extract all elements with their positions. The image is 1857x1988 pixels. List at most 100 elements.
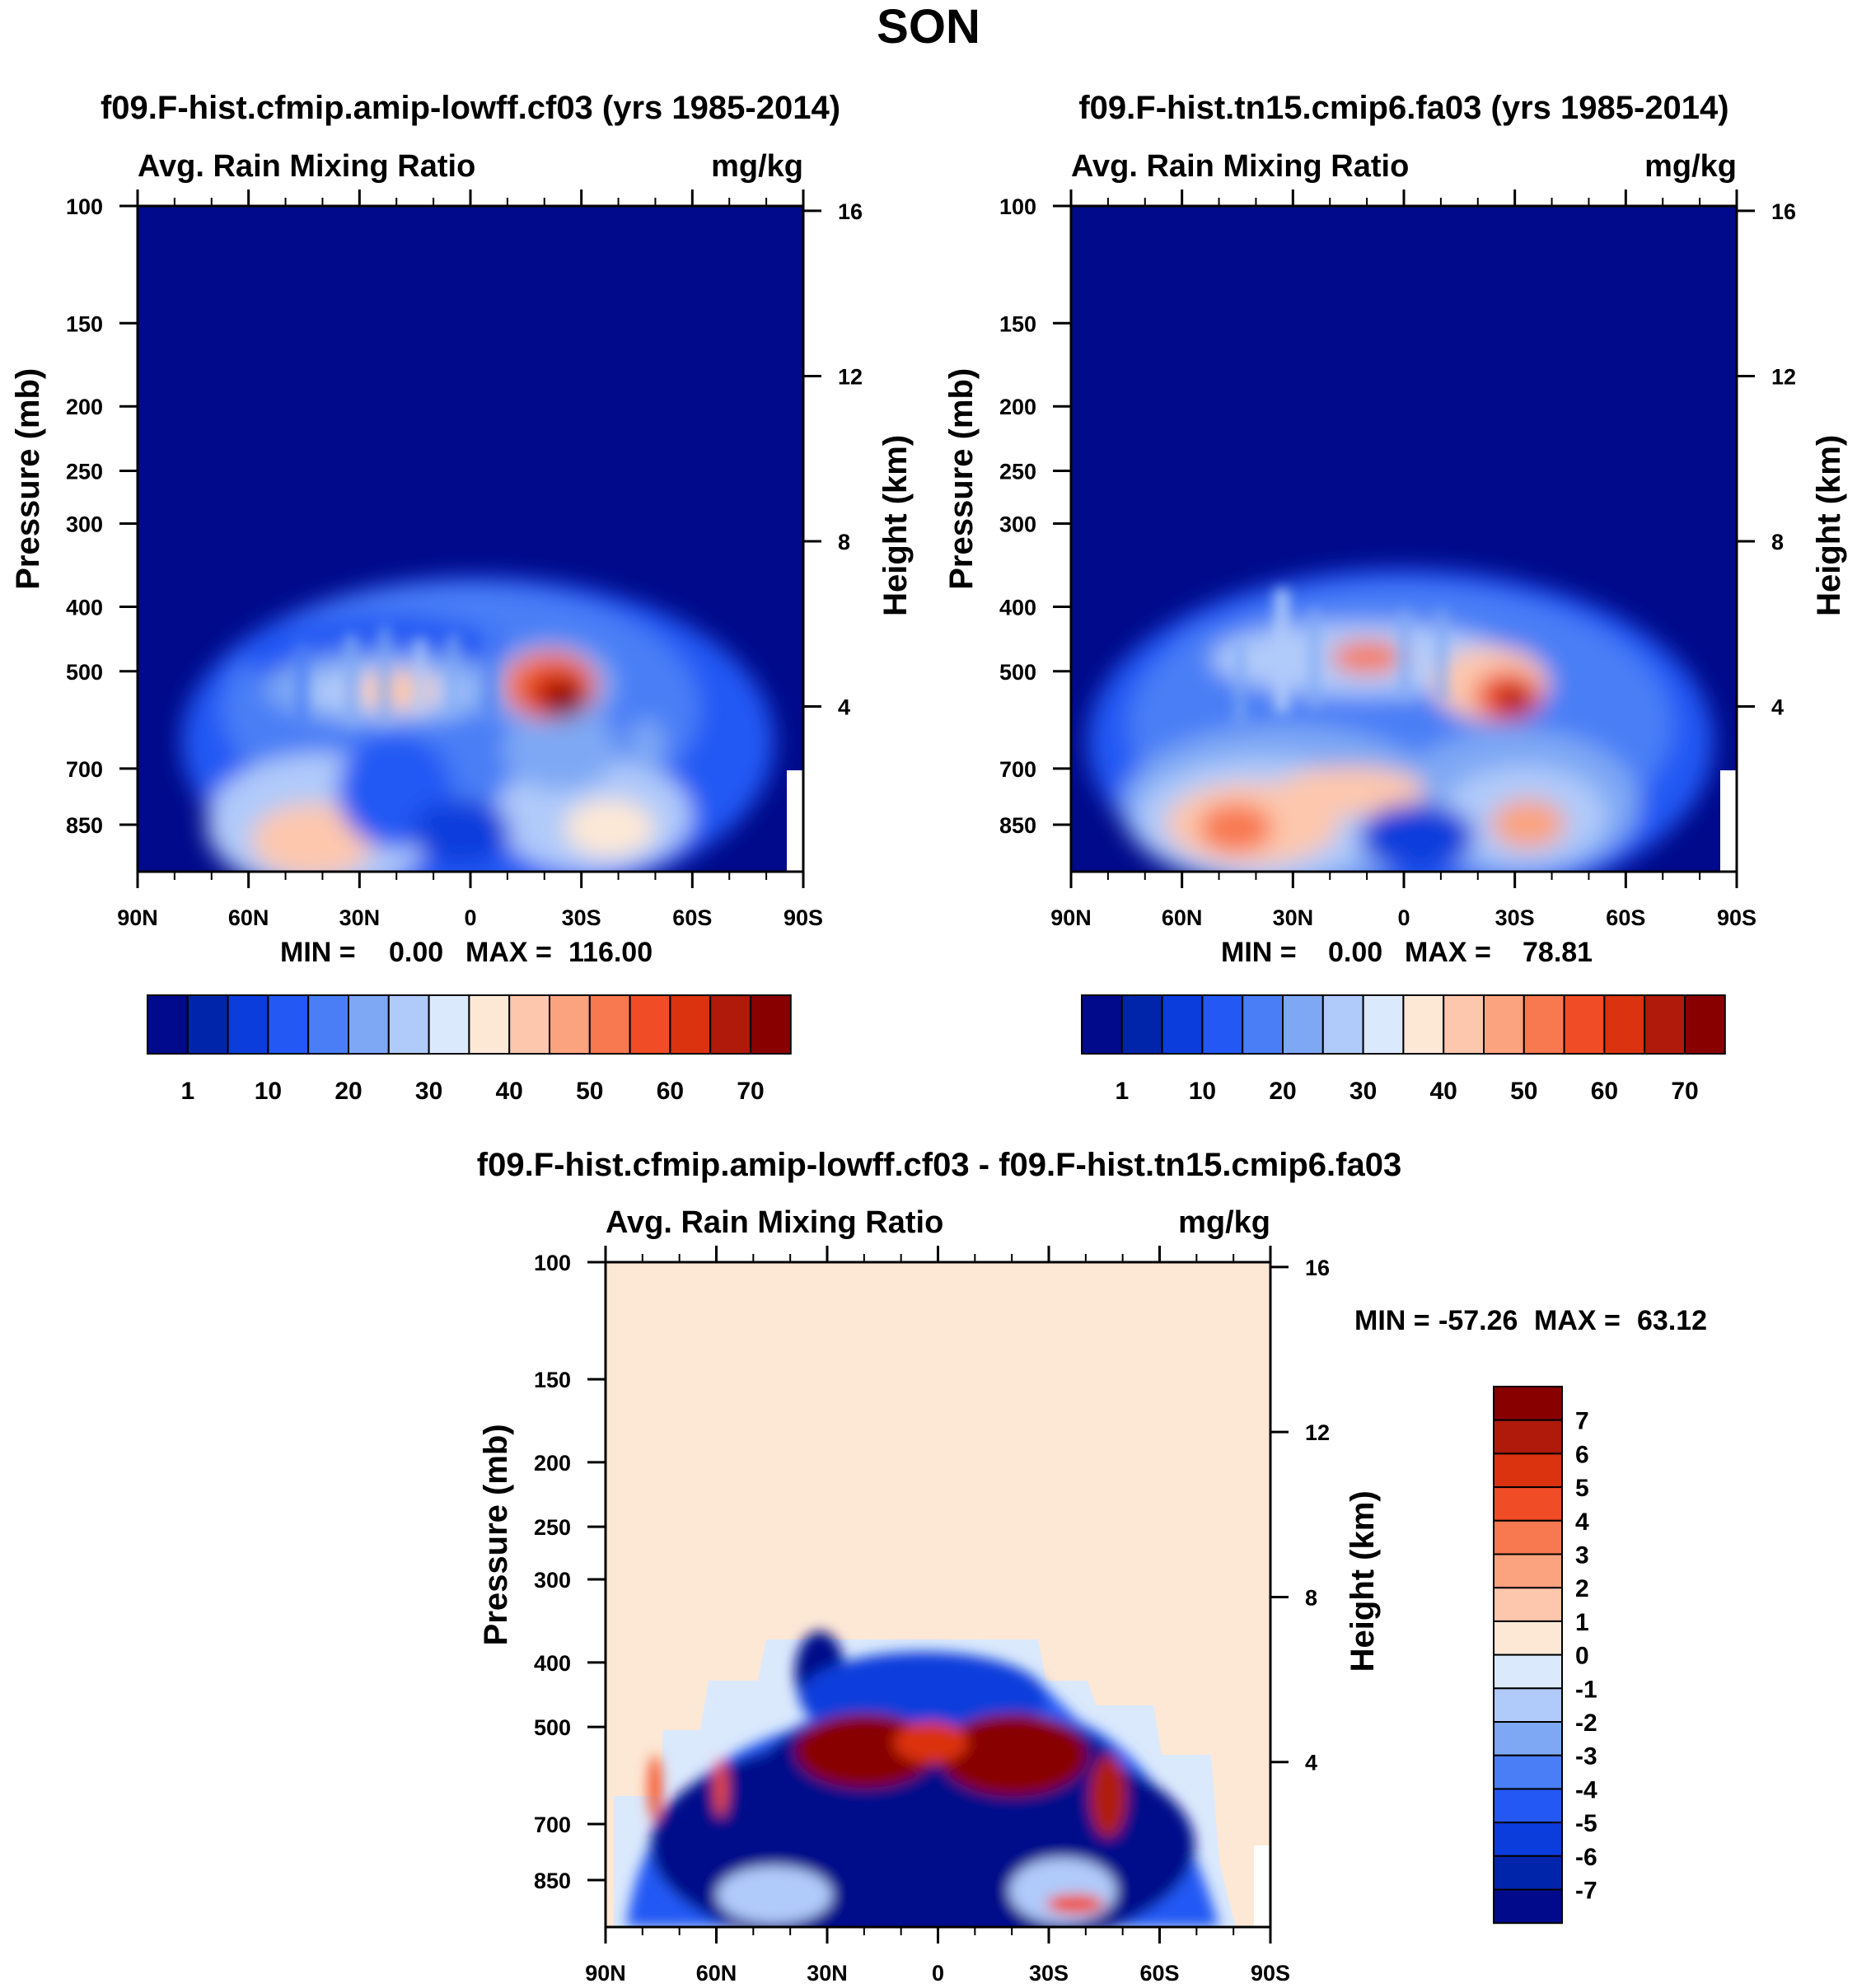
panel-2-ylabel: Pressure (mb)	[943, 368, 980, 590]
panel-1-colorbar-label: 70	[737, 1078, 764, 1105]
panel-2-colorbar-label: 20	[1269, 1078, 1296, 1105]
panel-2-blob	[1277, 766, 1425, 816]
panel-2-ytick-label: 150	[999, 311, 1036, 336]
panel-1-streak	[416, 638, 424, 713]
panel-1-y2label: Height (km)	[877, 435, 914, 616]
panel-3-xtick-label: 60N	[696, 1961, 737, 1986]
figure-title: SON	[877, 0, 980, 54]
panel-1-colorbar-box	[348, 994, 390, 1055]
panel-3-ytick-label: 850	[534, 1869, 571, 1893]
panel-2-colorbar-label: 10	[1189, 1078, 1216, 1105]
panel-1-xtick-label: 60N	[228, 905, 269, 930]
panel-1-blob	[251, 803, 375, 872]
panel-2-colorbar-box	[1523, 994, 1565, 1055]
panel-3-ytick-label: 400	[534, 1651, 571, 1676]
panel-3-xtick-label: 60S	[1139, 1961, 1179, 1986]
panel-2-colorbar-box	[1644, 994, 1686, 1055]
panel-3-colorbar-box	[1493, 1855, 1563, 1891]
panel-3-max-value: 63.12	[1637, 1305, 1707, 1336]
panel-2-units: mg/kg	[1644, 149, 1737, 184]
panel-1-blob	[412, 799, 511, 865]
panel-1-min-label: MIN =	[280, 937, 356, 968]
panel-3-ytick-label: 200	[534, 1451, 571, 1476]
panel-2-colorbar-box	[1201, 994, 1244, 1055]
panel-1-colorbar-box	[549, 994, 591, 1055]
panel-1-colorbar-box	[387, 994, 430, 1055]
panel-3-pos-low	[1046, 1894, 1104, 1914]
panel-2-streak	[1275, 589, 1289, 713]
panel-1-colorbar-box	[428, 994, 470, 1055]
panel-2-xtick-label: 60S	[1606, 905, 1645, 930]
panel-2-blob	[1359, 803, 1475, 869]
panel-1-colorbar-label: 60	[657, 1078, 684, 1105]
panel-1-colorbar-box	[709, 994, 752, 1055]
panel-3-pos-streak	[648, 1755, 662, 1821]
panel-1-colorbar-box	[750, 994, 792, 1055]
panel-3-ytick-label: 250	[534, 1515, 571, 1540]
panel-2-colorbar-box	[1282, 994, 1324, 1055]
panel-3-min-value: -57.26	[1438, 1305, 1518, 1336]
panel-2-blob	[1498, 685, 1531, 715]
panel-2-colorbar-box	[1483, 994, 1525, 1055]
panel-2-y2tick-label: 4	[1771, 695, 1784, 719]
panel-3-colorbar-label: -3	[1575, 1743, 1597, 1770]
panel-3-colorbar-box	[1493, 1888, 1563, 1925]
panel-3-colorbar-label: 4	[1575, 1509, 1589, 1536]
panel-3-y2label: Height (km)	[1345, 1490, 1381, 1672]
panel-2-min-value: 0.00	[1328, 937, 1382, 968]
panel-3-pos-streak	[714, 1759, 727, 1817]
panel-3-y2tick-label: 4	[1305, 1751, 1317, 1775]
panel-1-colorbar-box	[227, 994, 269, 1055]
panel-3-colorbar-box	[1493, 1553, 1563, 1589]
panel-2-ytick-label: 300	[999, 512, 1036, 537]
panel-3-colorbar-label: -6	[1575, 1844, 1597, 1871]
panel-3-colorbar-box	[1493, 1822, 1563, 1857]
panel-2-left-subtitle: Avg. Rain Mixing Ratio	[1071, 149, 1409, 184]
panel-3-title: f09.F-hist.cfmip.amip-lowff.cf03 - f09.F…	[477, 1147, 1401, 1183]
panel-3-xtick-label: 30N	[807, 1961, 848, 1986]
panel-2-max-value: 78.81	[1523, 937, 1593, 968]
panel-1-colorbar-box	[186, 994, 229, 1055]
panel-3: f09.F-hist.cfmip.amip-lowff.cf03 - f09.F…	[477, 1147, 1707, 1986]
panel-2-ytick-label: 700	[999, 757, 1036, 782]
panel-1-streak	[449, 634, 457, 717]
panel-3-xtick-label: 90S	[1251, 1961, 1290, 1986]
panel-1-blob	[544, 682, 585, 718]
panel-3-colorbar-label: -2	[1575, 1710, 1597, 1737]
panel-1-colorbar-box	[147, 994, 189, 1055]
panel-2-ytick-label: 250	[999, 460, 1036, 484]
panel-1-xtick-label: 0	[464, 905, 476, 930]
panel-1-ytick-label: 100	[66, 194, 103, 219]
panel-2-xtick-label: 90N	[1050, 905, 1092, 930]
panel-1-streak	[486, 626, 494, 717]
panel-1-colorbar-label: 30	[415, 1078, 442, 1105]
panel-2-y2tick-label: 8	[1771, 530, 1784, 554]
panel-3-colorbar-box	[1493, 1788, 1563, 1824]
panel-1: f09.F-hist.cfmip.amip-lowff.cf03 (yrs 19…	[10, 90, 914, 1105]
panel-2-colorbar-label: 40	[1430, 1078, 1457, 1105]
panel-3-colorbar-box	[1493, 1687, 1563, 1724]
panel-1-ytick-label: 300	[66, 512, 103, 537]
panel-3-colorbar-label: 7	[1575, 1408, 1589, 1435]
panel-1-blob	[503, 709, 618, 791]
panel-3-y2tick-label: 8	[1305, 1585, 1317, 1610]
panel-1-colorbar-box	[468, 994, 511, 1055]
panel-1-max-label: MAX =	[465, 937, 552, 968]
panel-1-colorbar-box	[508, 994, 551, 1055]
panel-3-ytick-label: 150	[534, 1368, 571, 1392]
panel-3-ylabel: Pressure (mb)	[478, 1424, 514, 1645]
panel-3-max-label: MAX =	[1534, 1305, 1621, 1336]
panel-1-missing	[787, 770, 803, 872]
panel-3-axes: 90N 60N 30N 0 30S 60S 90S 100 150 200 250 300 400 500…	[478, 1246, 1381, 1986]
panel-1-xtick-label: 60S	[672, 905, 712, 930]
panel-3-colorbar-label: 6	[1575, 1441, 1589, 1468]
panel-3-colorbar: 7 6 5 4 3 2 1 0 -1 -2 -3 -4 -5 -6 -7	[1493, 1386, 1597, 1925]
panel-3-colorbar-label: 2	[1575, 1575, 1589, 1602]
panel-3-y2tick-label: 16	[1305, 1256, 1330, 1280]
panel-1-xtick-label: 90N	[117, 905, 158, 930]
panel-1-colorbar-label: 50	[576, 1078, 603, 1105]
panel-2-colorbar: 1 10 20 30 40 50 60 70	[1081, 994, 1726, 1105]
panel-3-colorbar-box	[1493, 1654, 1563, 1690]
panel-3-colorbar-box	[1493, 1754, 1563, 1790]
panel-1-title: f09.F-hist.cfmip.amip-lowff.cf03 (yrs 19…	[101, 90, 840, 126]
